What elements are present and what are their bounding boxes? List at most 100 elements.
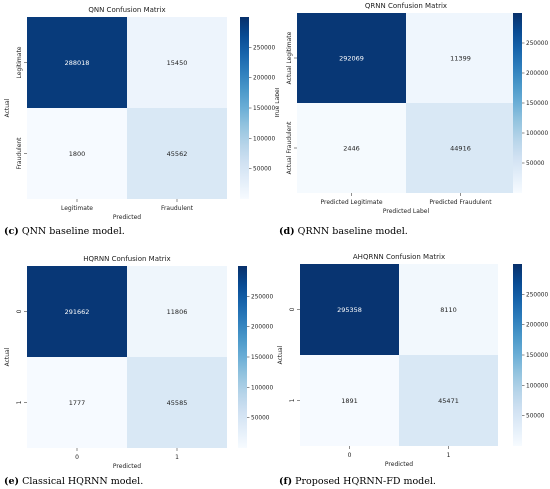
colorbar-tick-label: 150000 [253,106,275,112]
caption-ahqrnn: (f) Proposed HQRNN-FD model. [279,476,436,487]
heatmap-cell [297,13,406,103]
x-axis-label: Predicted [113,463,141,470]
colorbar-tick-label: 250000 [526,41,548,47]
y-axis-label: Actual [4,98,11,117]
y-axis-label: True Label [275,87,281,119]
cell-value-label: 1777 [69,399,86,407]
cell-value-label: 44916 [450,145,471,153]
cell-value-label: 295358 [337,306,362,314]
colorbar-tick-label: 150000 [526,353,548,359]
y-tick-label: 0 [289,307,296,311]
caption-qnn: (c) QNN baseline model. [4,226,125,237]
colorbar-tick-label: 100000 [253,136,275,142]
heatmap-cell [399,355,498,446]
cell-value-label: 11806 [167,308,188,316]
heatmap-qrnn: QRNN Confusion Matrix 292069 11399 2446 4491… [274,2,548,215]
heatmap-cell [27,17,127,108]
y-tick-label: Legitimate [16,46,23,78]
x-tick-label: Fraudulent [161,205,194,212]
x-tick-label: Predicted Legitimate [320,199,382,206]
cell-value-label: 292069 [339,55,364,63]
x-axis-label: Predicted Label [383,208,430,215]
cell-value-label: 291662 [65,308,90,316]
cell-value-label: 1891 [341,397,358,405]
x-tick-label: Predicted Fraudulent [429,199,492,206]
y-axis-label: Actual [277,345,284,364]
cell-value-label: 288018 [65,59,90,67]
y-tick-label: Fraudulent [16,137,23,170]
heatmap-cell [127,17,227,108]
caption-tag: (c) [4,226,19,237]
x-tick-label: 0 [75,454,79,461]
cell-value-label: 11399 [450,55,471,63]
colorbar [238,266,247,448]
colorbar-tick-label: 200000 [251,325,273,331]
caption-qrnn: (d) QRNN baseline model. [279,226,408,237]
chart-title: AHQRNN Confusion Matrix [353,253,445,261]
y-tick-label: Actual Legitimate [286,31,293,84]
colorbar-tick-label: 250000 [251,294,273,300]
heatmap-ahqrnn: AHQRNN Confusion Matrix 295358 8110 1891 454… [277,253,548,468]
y-tick-label: 0 [16,309,23,313]
y-tick-label: 1 [289,398,296,402]
cell-value-label: 45471 [438,397,459,405]
heatmap-qnn: QNN Confusion Matrix 288018 15450 1800 45562… [4,6,275,221]
heatmap-cell [406,103,515,193]
cell-value-label: 8110 [440,306,457,314]
colorbar-tick-label: 100000 [526,383,548,389]
heatmap-cell [127,357,227,448]
heatmap-cell [27,357,127,448]
caption-text: QNN baseline model. [21,226,125,237]
x-tick-label: 1 [447,452,451,459]
confusion-matrix-panel-hqrnn: HQRNN Confusion Matrix 291662 11806 1777 455… [0,250,275,489]
heatmap-cell [127,108,227,199]
caption-tag: (d) [279,226,295,237]
chart-title: QNN Confusion Matrix [88,6,165,14]
heatmap-cell [27,266,127,357]
caption-text: Proposed HQRNN-FD model. [295,476,436,487]
colorbar-tick-label: 200000 [526,71,548,77]
caption-text: QRNN baseline model. [297,226,408,237]
caption-tag: (f) [279,476,293,487]
x-tick-label: Legitimate [61,205,93,212]
colorbar-tick-label: 100000 [251,385,273,391]
heatmap-cell [300,264,399,355]
heatmap-cell [127,266,227,357]
colorbar-tick-label: 250000 [253,45,275,51]
colorbar-tick-label: 200000 [253,76,275,82]
confusion-matrix-panel-qrnn: QRNN Confusion Matrix 292069 11399 2446 4491… [274,0,550,240]
x-tick-label: 1 [175,454,179,461]
y-tick-label: Actual Fraudulent [286,121,293,174]
cell-value-label: 1800 [69,150,86,158]
heatmap-cell [300,355,399,446]
confusion-matrix-panel-ahqrnn: AHQRNN Confusion Matrix 295358 8110 1891 454… [275,250,550,489]
colorbar [240,17,249,199]
colorbar-tick-label: 50000 [251,416,270,422]
colorbar-tick-label: 50000 [253,167,272,173]
colorbar-tick-label: 250000 [526,292,548,298]
chart-title: QRNN Confusion Matrix [365,2,447,10]
colorbar-tick-label: 200000 [526,323,548,329]
x-axis-label: Predicted [113,214,141,221]
heatmap-cell [406,13,515,103]
caption-tag: (e) [4,476,20,487]
colorbar-tick-label: 50000 [526,161,545,167]
x-tick-label: 0 [348,452,352,459]
heatmap-cell [297,103,406,193]
cell-value-label: 2446 [343,145,360,153]
heatmap-hqrnn: HQRNN Confusion Matrix 291662 11806 1777 455… [4,255,273,470]
colorbar [513,13,522,193]
heatmap-cell [27,108,127,199]
y-axis-label: Actual [4,347,11,366]
y-tick-label: 1 [16,400,23,404]
confusion-matrix-panel-qnn: QNN Confusion Matrix 288018 15450 1800 45562… [0,0,275,240]
chart-title: HQRNN Confusion Matrix [83,255,170,263]
cell-value-label: 45562 [167,150,188,158]
colorbar-tick-label: 50000 [526,414,545,420]
colorbar-tick-label: 150000 [251,355,273,361]
colorbar-tick-label: 150000 [526,101,548,107]
colorbar-tick-label: 100000 [526,131,548,137]
colorbar [513,264,522,446]
caption-text: Classical HQRNN model. [22,476,144,487]
x-axis-label: Predicted [385,461,413,468]
